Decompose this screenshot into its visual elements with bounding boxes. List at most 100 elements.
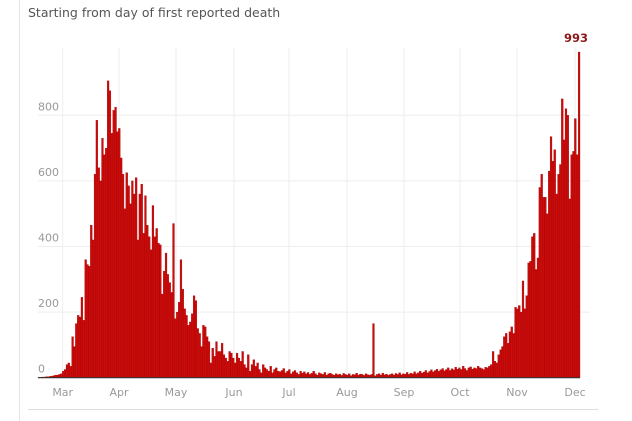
bar (508, 331, 511, 378)
bar (172, 223, 175, 378)
bar (84, 259, 87, 378)
bar (477, 366, 480, 378)
bar (527, 262, 530, 378)
bar (194, 300, 198, 378)
bar (456, 369, 459, 378)
bar (221, 343, 224, 378)
bar (226, 361, 229, 378)
bar (209, 362, 212, 378)
bar (486, 367, 489, 378)
bar (512, 333, 515, 378)
bar (499, 349, 502, 378)
bar (67, 362, 70, 378)
bar (148, 236, 151, 378)
x-tick-label: Dec (564, 386, 585, 399)
bar (323, 372, 326, 378)
bar (458, 367, 461, 378)
bar (318, 372, 321, 378)
bar (164, 252, 168, 378)
bar (90, 225, 93, 378)
bar (206, 336, 209, 378)
bar (78, 316, 82, 378)
bar (181, 288, 184, 378)
x-tick-label: May (165, 386, 188, 399)
bar (131, 180, 134, 378)
x-tick-label: Nov (506, 386, 528, 399)
bar (196, 328, 199, 378)
bar (103, 154, 106, 378)
bar (136, 239, 140, 378)
x-tick-label: Jul (281, 386, 295, 399)
bar (116, 131, 119, 378)
bar (450, 368, 454, 378)
bar (239, 361, 242, 378)
bar (529, 261, 532, 378)
bar (372, 323, 375, 378)
bar (467, 367, 470, 378)
bar (293, 370, 297, 378)
bar (561, 98, 564, 378)
bar (99, 180, 102, 378)
bar (544, 197, 547, 378)
bar (176, 311, 179, 378)
bar (310, 372, 313, 378)
bar (449, 370, 452, 378)
bar (518, 305, 521, 378)
bar (564, 108, 568, 378)
bar (245, 367, 248, 378)
y-tick-label: 400 (38, 232, 59, 245)
bar (473, 367, 476, 378)
bar (299, 370, 302, 378)
bar (306, 372, 310, 378)
bar (258, 369, 261, 378)
x-axis-ticks: Mar Apr May Jun Jul Aug Sep Oct Nov Dec (52, 386, 585, 399)
bar (469, 366, 472, 378)
bar (202, 325, 205, 378)
bar (278, 371, 282, 378)
bar (463, 368, 467, 378)
bar (566, 115, 569, 378)
bar (531, 236, 534, 378)
bar (495, 362, 498, 378)
bar (228, 351, 231, 378)
bar (406, 372, 409, 378)
bar (215, 341, 218, 378)
bar (82, 320, 85, 378)
bar (187, 325, 190, 378)
x-tick-label: Mar (52, 386, 73, 399)
bar (146, 225, 149, 378)
bar (417, 372, 420, 378)
bar (514, 307, 517, 378)
bar (241, 351, 244, 378)
bar (125, 172, 128, 378)
bar (492, 351, 495, 378)
bar (445, 369, 448, 378)
bar (549, 136, 553, 378)
bar (170, 292, 173, 378)
bar (198, 333, 201, 378)
bar (157, 243, 160, 378)
x-tick-label: Sep (394, 386, 415, 399)
bar (435, 369, 439, 378)
bar (108, 90, 112, 378)
bar (114, 106, 117, 378)
bar (112, 110, 115, 378)
bar (75, 323, 78, 378)
bar (230, 352, 233, 378)
y-tick-label: 600 (38, 166, 59, 179)
bar (540, 174, 543, 378)
bar (471, 369, 474, 378)
bar (572, 151, 575, 378)
bar (191, 313, 194, 378)
bar (105, 147, 108, 378)
bar (394, 373, 397, 378)
bar (441, 368, 444, 378)
bar (118, 128, 121, 378)
bar (88, 266, 91, 378)
bar (273, 369, 276, 378)
bar (80, 297, 84, 378)
bar (574, 118, 577, 378)
bar (192, 295, 196, 378)
bar (434, 370, 437, 378)
y-tick-label: 200 (38, 297, 59, 310)
